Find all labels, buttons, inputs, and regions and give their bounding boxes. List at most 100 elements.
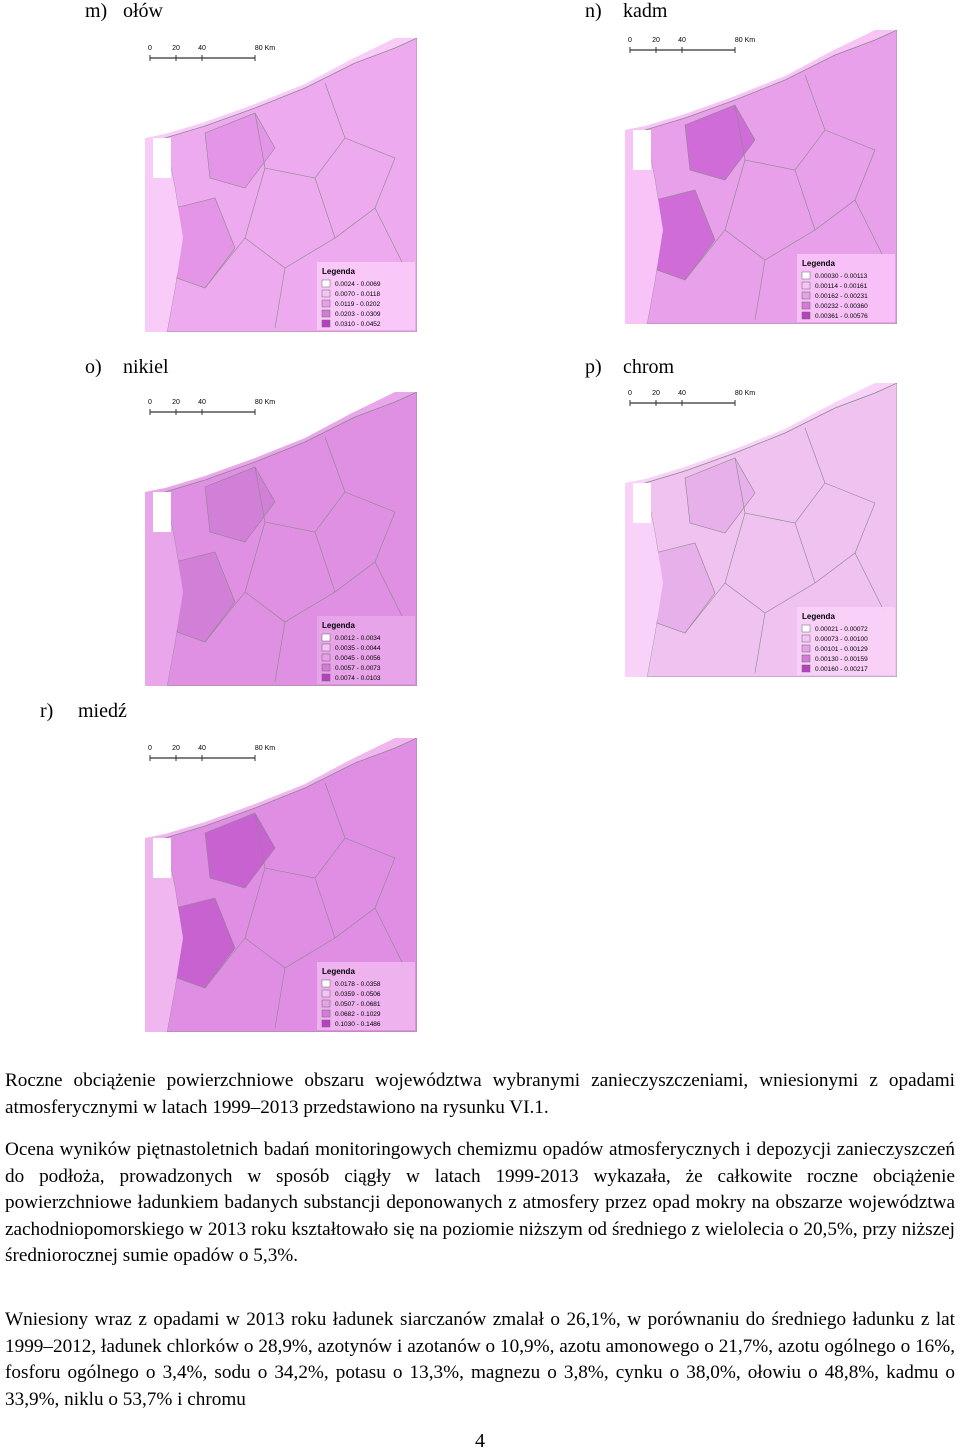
map-title: kadm (623, 0, 668, 22)
scale-label: 80 Km (735, 37, 755, 44)
map-caption: o) nikiel (85, 356, 169, 379)
region-border (334, 491, 396, 593)
legend-label: 0.00021 - 0.00072 (815, 626, 868, 633)
scale-label: 40 (198, 745, 206, 752)
coast-strip (145, 492, 183, 686)
legend-label: 0.0310 - 0.0452 (335, 321, 381, 328)
region-border (204, 937, 246, 989)
legend-swatch (801, 291, 811, 300)
legend-swatch (801, 281, 811, 290)
legend-label: 0.1030 - 0.1486 (335, 1021, 381, 1028)
legend-box (317, 616, 415, 684)
map-label: o) (85, 356, 102, 378)
legend-swatch (321, 643, 331, 652)
map-title: miedź (78, 700, 127, 722)
scale-label: 80 Km (255, 399, 275, 406)
legend-swatch (321, 653, 331, 662)
map-title: nikiel (123, 356, 169, 378)
paragraph: Wniesiony wraz z opadami w 2013 roku ład… (5, 1309, 955, 1410)
legend-title: Legenda (802, 612, 835, 621)
region-border (274, 967, 286, 1029)
scale-label: 20 (172, 399, 180, 406)
region-border (334, 837, 396, 939)
legend-label: 0.0074 - 0.0103 (335, 675, 381, 682)
legend-label: 0.0012 - 0.0034 (335, 635, 381, 642)
sea (145, 738, 395, 838)
scale-label: 20 (652, 390, 660, 397)
paragraph: Ocena wyników piętnastoletnich badań mon… (5, 1139, 955, 1266)
scale-label: 80 Km (255, 745, 275, 752)
legend-swatch (321, 319, 331, 328)
map-label: m) (85, 0, 108, 22)
paragraph: Roczne obciążenie powierzchniowe obszaru… (5, 1070, 955, 1118)
legend-swatch (321, 979, 331, 988)
map: 0 20 40 80 Km Legenda 0.00030 - 0.00113 0.0011… (625, 30, 897, 324)
map-caption: r) miedź (40, 700, 127, 723)
legend-label: 0.00130 - 0.00159 (815, 656, 868, 663)
region-border (684, 229, 726, 281)
legend-swatch (321, 633, 331, 642)
legend-label: 0.0203 - 0.0309 (335, 311, 381, 318)
region-border (814, 129, 876, 231)
legend-swatch (321, 663, 331, 672)
sea (625, 30, 875, 130)
legend-swatch (321, 989, 331, 998)
map-label: n) (585, 0, 602, 22)
region-border (814, 482, 876, 584)
region-border (684, 582, 726, 634)
legend-swatch (321, 1019, 331, 1028)
legend-label: 0.0359 - 0.0506 (335, 991, 381, 998)
region-dark (684, 104, 756, 181)
map-caption: p) chrom (585, 356, 674, 379)
scale-label: 0 (628, 390, 632, 397)
legend-swatch (801, 301, 811, 310)
legend-label: 0.0024 - 0.0069 (335, 281, 381, 288)
legend-label: 0.0178 - 0.0358 (335, 981, 381, 988)
legend-label: 0.0057 - 0.0073 (335, 665, 381, 672)
legend-swatch (801, 644, 811, 653)
legend-label: 0.00101 - 0.00129 (815, 646, 868, 653)
region-border (204, 237, 246, 289)
legend-label: 0.0070 - 0.0118 (335, 291, 380, 298)
region-border (754, 612, 766, 674)
legend-box (797, 607, 895, 675)
legend-swatch (801, 654, 811, 663)
scale-label: 40 (678, 390, 686, 397)
legend-swatch (801, 624, 811, 633)
sea (145, 392, 395, 492)
scale-label: 0 (148, 745, 152, 752)
lagoon (633, 130, 651, 170)
sea (625, 383, 875, 483)
legend-title: Legenda (322, 967, 355, 976)
legend-label: 0.00114 - 0.00161 (815, 283, 868, 290)
legend-label: 0.00073 - 0.00100 (815, 636, 868, 643)
region-border (754, 259, 766, 321)
legend-swatch (321, 673, 331, 682)
legend-label: 0.00160 - 0.00217 (815, 666, 868, 673)
legend-swatch (321, 289, 331, 298)
map: 0 20 40 80 Km Legenda 0.0178 - 0.0358 0.0359 -… (145, 738, 417, 1032)
legend-title: Legenda (802, 259, 835, 268)
region-border (204, 591, 246, 643)
map-title: ołów (123, 0, 163, 22)
legend-box (797, 254, 895, 322)
region-dark (204, 112, 276, 189)
legend-label: 0.00162 - 0.00231 (815, 293, 868, 300)
map-title: chrom (623, 356, 675, 378)
lagoon (153, 492, 171, 532)
lagoon (633, 483, 651, 523)
legend-swatch (801, 271, 811, 280)
legend-swatch (801, 664, 811, 673)
map-label: p) (585, 356, 602, 378)
legend-label: 0.0045 - 0.0056 (335, 655, 381, 662)
scale-label: 40 (678, 37, 686, 44)
region-border (334, 137, 396, 239)
region-dark (684, 457, 756, 534)
region-border (374, 907, 406, 969)
map: 0 20 40 80 Km Legenda 0.00021 - 0.00072 0.0007… (625, 383, 897, 677)
scale-label: 80 Km (735, 390, 755, 397)
coast-strip (625, 130, 663, 324)
legend-box (317, 962, 415, 1030)
scale-label: 0 (628, 37, 632, 44)
